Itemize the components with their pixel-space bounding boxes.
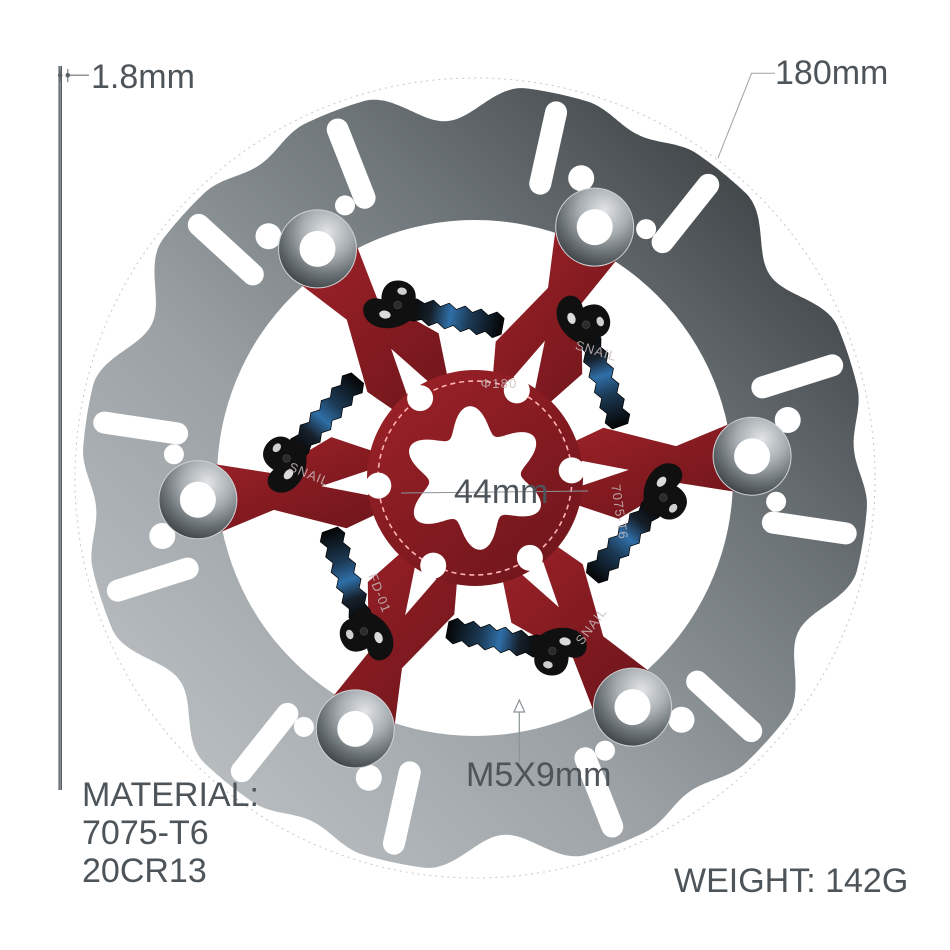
svg-text:1.8mm: 1.8mm: [91, 58, 195, 96]
svg-text:44mm: 44mm: [454, 473, 548, 511]
svg-text:Φ180: Φ180: [481, 376, 518, 391]
svg-text:20CR13: 20CR13: [82, 852, 207, 890]
svg-text:WEIGHT: 142G: WEIGHT: 142G: [674, 862, 908, 900]
svg-text:7075-T6: 7075-T6: [82, 814, 209, 852]
svg-text:M5X9mm: M5X9mm: [466, 756, 611, 794]
svg-text:MATERIAL:: MATERIAL:: [82, 776, 259, 814]
svg-text:180mm: 180mm: [775, 54, 888, 92]
